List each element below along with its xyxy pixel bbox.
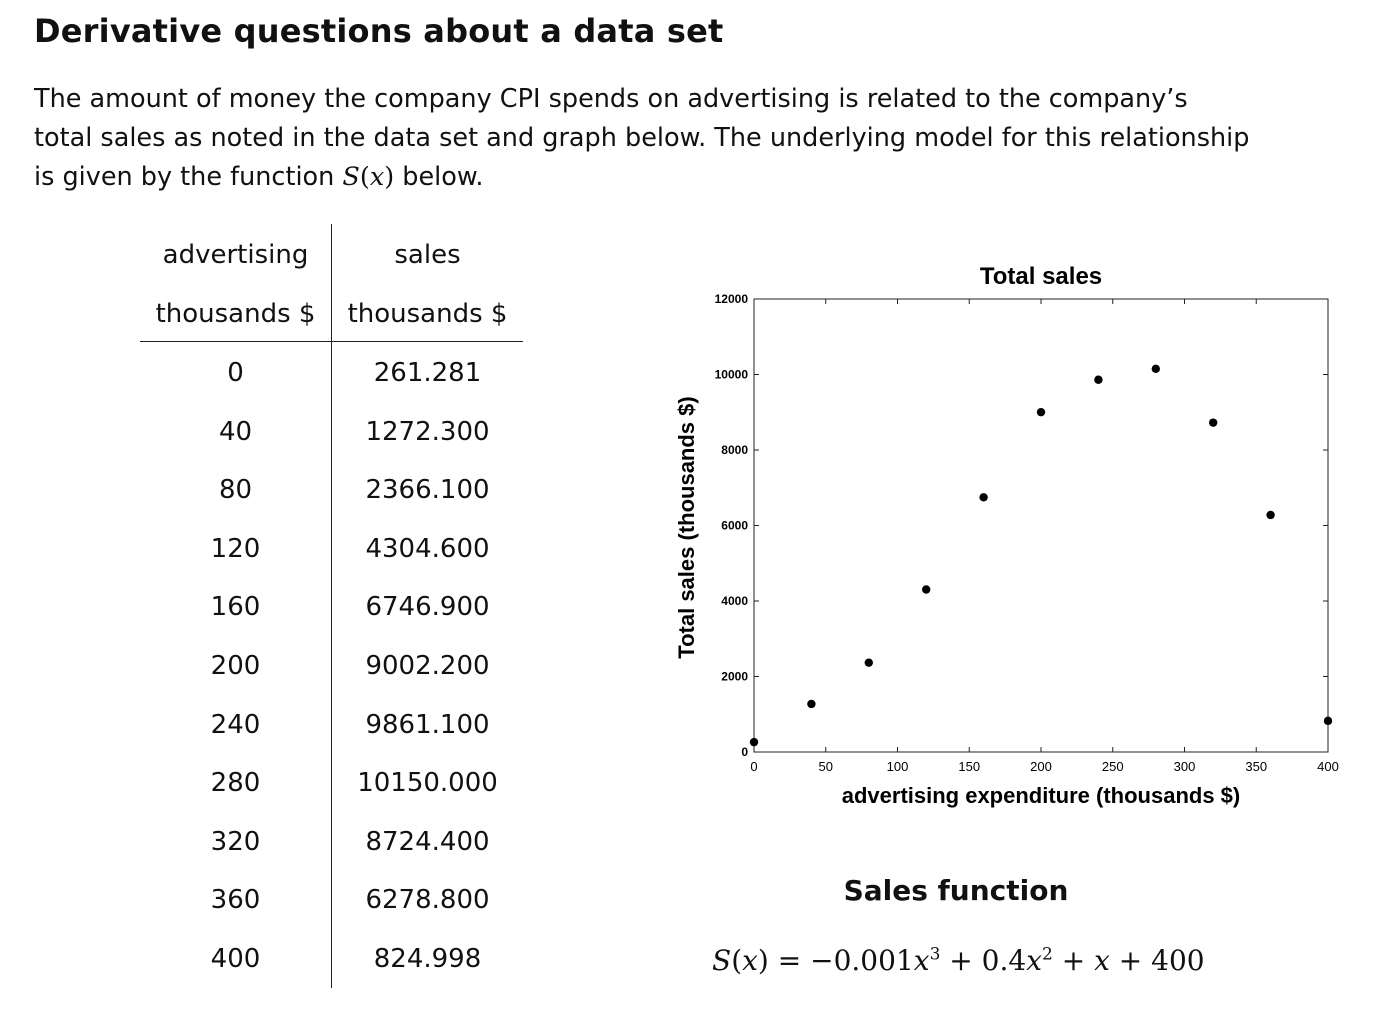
- formula-constant: 400: [1151, 944, 1205, 977]
- table-cell-sales: 4304.600: [365, 534, 490, 564]
- header-advertising-0: advertising: [162, 240, 309, 270]
- formula-coef-2: 0.4: [981, 944, 1027, 977]
- y-tick-label: 10000: [715, 368, 749, 382]
- x-tick-label: 50: [819, 759, 833, 774]
- y-tick-label: 8000: [721, 443, 748, 457]
- table-cell-advertising: 80: [218, 475, 253, 505]
- x-tick-label: 200: [1030, 759, 1052, 774]
- table-cell-sales: 6746.900: [365, 592, 490, 622]
- table-cell-sales: 10150.000: [357, 768, 498, 798]
- table-cell-advertising: 320: [210, 827, 261, 857]
- y-axis-label: Total sales (thousands $): [674, 396, 699, 658]
- table-cell-sales: 6278.800: [365, 885, 490, 915]
- x-tick-label: 250: [1102, 759, 1124, 774]
- data-point: [1323, 716, 1333, 726]
- y-tick-label: 12000: [715, 292, 749, 306]
- x-tick-label: 350: [1245, 759, 1267, 774]
- formula-plus-3: +: [1109, 944, 1152, 977]
- table-cell-sales: 9861.100: [365, 710, 490, 740]
- intro-paragraph: The amount of money the company CPI spen…: [34, 80, 1264, 197]
- formula-exp-2: 2: [1041, 944, 1053, 965]
- table-cell-advertising: 240: [210, 710, 261, 740]
- formula-plus-1: +: [940, 944, 982, 977]
- formula-var-2: x: [1026, 944, 1042, 977]
- total-sales-scatter-chart: 0 50 100 150 200 250 300 350 4000200040006000800…: [674, 263, 1339, 808]
- y-tick-label: 4000: [721, 594, 748, 608]
- table-cell-sales: 1272.300: [365, 417, 490, 447]
- data-point: [1209, 418, 1218, 427]
- formula-var-1: x: [1094, 944, 1110, 977]
- formula-lhs-arg: x: [742, 944, 758, 977]
- table-cell-advertising: 400: [210, 944, 261, 974]
- header-sales-0: sales: [394, 240, 461, 270]
- intro-function-arg: x: [369, 162, 385, 192]
- table-cell-sales: 2366.100: [365, 475, 490, 505]
- chart-title: Total sales: [980, 263, 1102, 290]
- formula-minus: −: [810, 944, 834, 977]
- y-tick-label: 2000: [721, 670, 748, 684]
- table-cell-sales: 9002.200: [365, 651, 490, 681]
- data-point: [922, 585, 931, 594]
- table-cell-advertising: 360: [210, 885, 261, 915]
- x-tick-label: 400: [1317, 759, 1339, 774]
- y-tick-label: 0: [741, 745, 748, 759]
- data-point: [1266, 510, 1275, 520]
- formula-lhs-name: S: [712, 944, 732, 977]
- x-tick-label: 150: [958, 759, 980, 774]
- data-table: advertising thousands $ sales thousands $ 0 2…: [140, 224, 523, 988]
- formula-equals: =: [768, 944, 811, 977]
- x-tick-label: 100: [887, 759, 909, 774]
- data-point: [979, 493, 988, 502]
- intro-line-2: total sales as noted in the data set and…: [34, 123, 1250, 153]
- formula-plus-2: +: [1052, 944, 1095, 977]
- table-cell-advertising: 200: [210, 651, 261, 681]
- data-point: [1094, 375, 1103, 384]
- intro-line-1: The amount of money the company CPI spen…: [34, 84, 1188, 114]
- header-sales-1: thousands $: [347, 299, 508, 329]
- intro-line-3-start: is given by the function: [34, 162, 343, 192]
- header-advertising-1: thousands $: [155, 299, 316, 329]
- page-heading: Derivative questions about a data set: [34, 12, 724, 50]
- table-header-divider: [140, 341, 523, 342]
- table-column-divider: [331, 224, 332, 988]
- x-tick-label: 0: [750, 759, 757, 774]
- table-cell-sales: 261.281: [373, 358, 482, 388]
- intro-line-3-end: below.: [394, 162, 484, 192]
- table-cell-advertising: 280: [210, 768, 261, 798]
- table-cell-sales: 824.998: [373, 944, 482, 974]
- table-cell-advertising: 0: [227, 358, 244, 388]
- data-point: [749, 737, 759, 747]
- sales-function-title: Sales function: [843, 874, 1069, 907]
- table-cell-advertising: 120: [210, 534, 261, 564]
- formula-exp-3: 3: [929, 944, 941, 965]
- table-cell-advertising: 40: [218, 417, 253, 447]
- data-point: [1151, 364, 1160, 374]
- x-tick-label: 300: [1174, 759, 1196, 774]
- table-cell-sales: 8724.400: [365, 827, 490, 857]
- x-axis-label: advertising expenditure (thousands $): [842, 783, 1241, 808]
- data-point: [1036, 407, 1046, 417]
- sales-function-formula: S(x) = −0.001x3 + 0.4x2 + x + 400: [712, 944, 1205, 977]
- data-point: [807, 699, 816, 709]
- table-cell-advertising: 160: [210, 592, 261, 622]
- intro-function-name: S: [342, 162, 360, 192]
- y-tick-label: 6000: [721, 519, 748, 533]
- formula-coef-3: 0.001: [833, 944, 914, 977]
- plot-frame: [753, 298, 1329, 753]
- intro-line-3: is given by the function S(x) below.: [34, 162, 484, 192]
- formula-var-3: x: [913, 944, 930, 977]
- data-point: [864, 658, 873, 667]
